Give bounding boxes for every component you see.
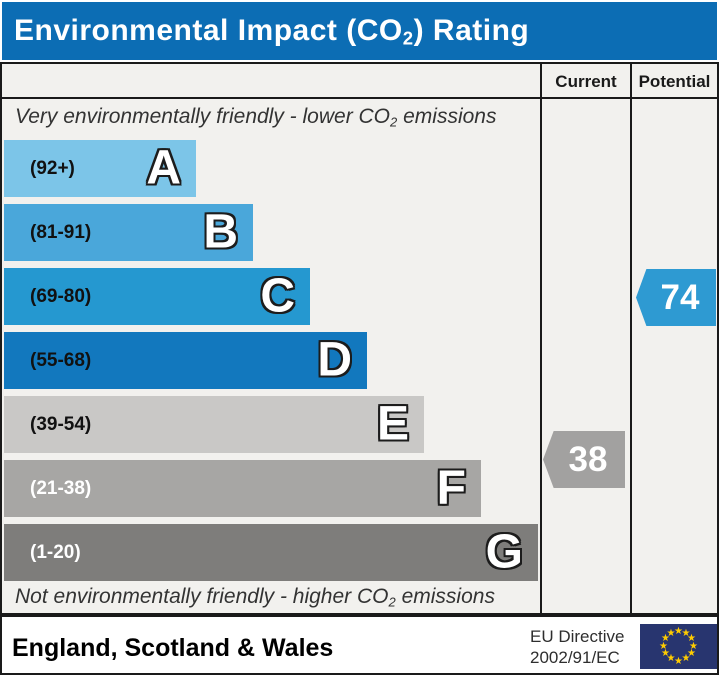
band-bar-d: (55-68) D xyxy=(4,332,367,389)
band-range-label-c: (69-80) xyxy=(30,285,92,307)
bands: (92+) A (81-91) B (69-80) C (55-68) D (39-54) E (2… xyxy=(4,140,538,581)
bottom-note: Not environmentally friendly - higher CO… xyxy=(15,585,495,610)
region-label: England, Scotland & Wales xyxy=(12,634,334,662)
band-letter-d: D xyxy=(317,333,352,387)
band-bar-e: (39-54) E xyxy=(4,396,424,453)
band-range-label-g: (1-20) xyxy=(30,541,81,563)
potential-rating-arrow: 74 xyxy=(636,269,716,326)
band-range-label-b: (81-91) xyxy=(30,221,92,243)
eu-directive-line2: 2002/91/EC xyxy=(530,648,620,667)
current-rating-value: 38 xyxy=(568,439,608,479)
current-column-divider xyxy=(540,62,542,615)
band-letter-e: E xyxy=(376,397,409,451)
band-range-label-f: (21-38) xyxy=(30,477,92,499)
eu-flag-star: ★ xyxy=(689,640,698,652)
band-bar-f: (21-38) F xyxy=(4,460,481,517)
band-range-label-e: (39-54) xyxy=(30,413,92,435)
current-rating-arrow: 38 xyxy=(543,431,625,488)
band-letter-g: G xyxy=(485,525,523,579)
eu-flag-star: ★ xyxy=(661,633,670,644)
current-column-header: Current xyxy=(555,72,617,91)
band-bar-a: (92+) A xyxy=(4,140,196,197)
eu-flag-star: ★ xyxy=(666,653,676,665)
eu-flag-star: ★ xyxy=(674,625,683,637)
potential-rating-value: 74 xyxy=(660,277,700,317)
band-range-label-d: (55-68) xyxy=(30,349,92,371)
eu-flag-icon: ★ ★ ★ ★ ★ ★ ★ ★ ★ ★ ★ ★ xyxy=(640,624,717,669)
potential-column-divider xyxy=(630,62,632,615)
eu-flag-star: ★ xyxy=(687,648,696,659)
band-letter-f: F xyxy=(436,461,466,515)
potential-column-header: Potential xyxy=(638,72,711,91)
band-bar-c: (69-80) C xyxy=(4,268,310,325)
band-letter-c: C xyxy=(260,269,295,323)
eu-flag-star: ★ xyxy=(681,653,691,665)
eu-directive-line1: EU Directive xyxy=(530,627,625,646)
eu-flag-star: ★ xyxy=(674,655,683,667)
band-bar-g: (1-20) G xyxy=(4,524,538,581)
title-text: Environmental Impact (CO2) Rating xyxy=(14,14,530,49)
footer: England, Scotland & Wales EU Directive 2… xyxy=(0,615,719,675)
eu-directive-label: EU Directive 2002/91/EC xyxy=(530,626,624,668)
band-letter-b: B xyxy=(203,205,238,259)
band-letter-a: A xyxy=(146,141,181,195)
band-bar-b: (81-91) B xyxy=(4,204,253,261)
eu-flag-star: ★ xyxy=(659,640,668,652)
header-row-divider xyxy=(2,97,717,99)
eu-flag-star: ★ xyxy=(666,627,676,639)
eu-flag-star: ★ xyxy=(687,633,696,644)
eu-flag-star: ★ xyxy=(661,648,670,659)
top-note: Very environmentally friendly - lower CO… xyxy=(15,105,497,130)
band-range-label-a: (92+) xyxy=(30,157,75,179)
page-title: Environmental Impact (CO2) Rating xyxy=(2,2,717,60)
eu-flag-star: ★ xyxy=(681,627,691,639)
